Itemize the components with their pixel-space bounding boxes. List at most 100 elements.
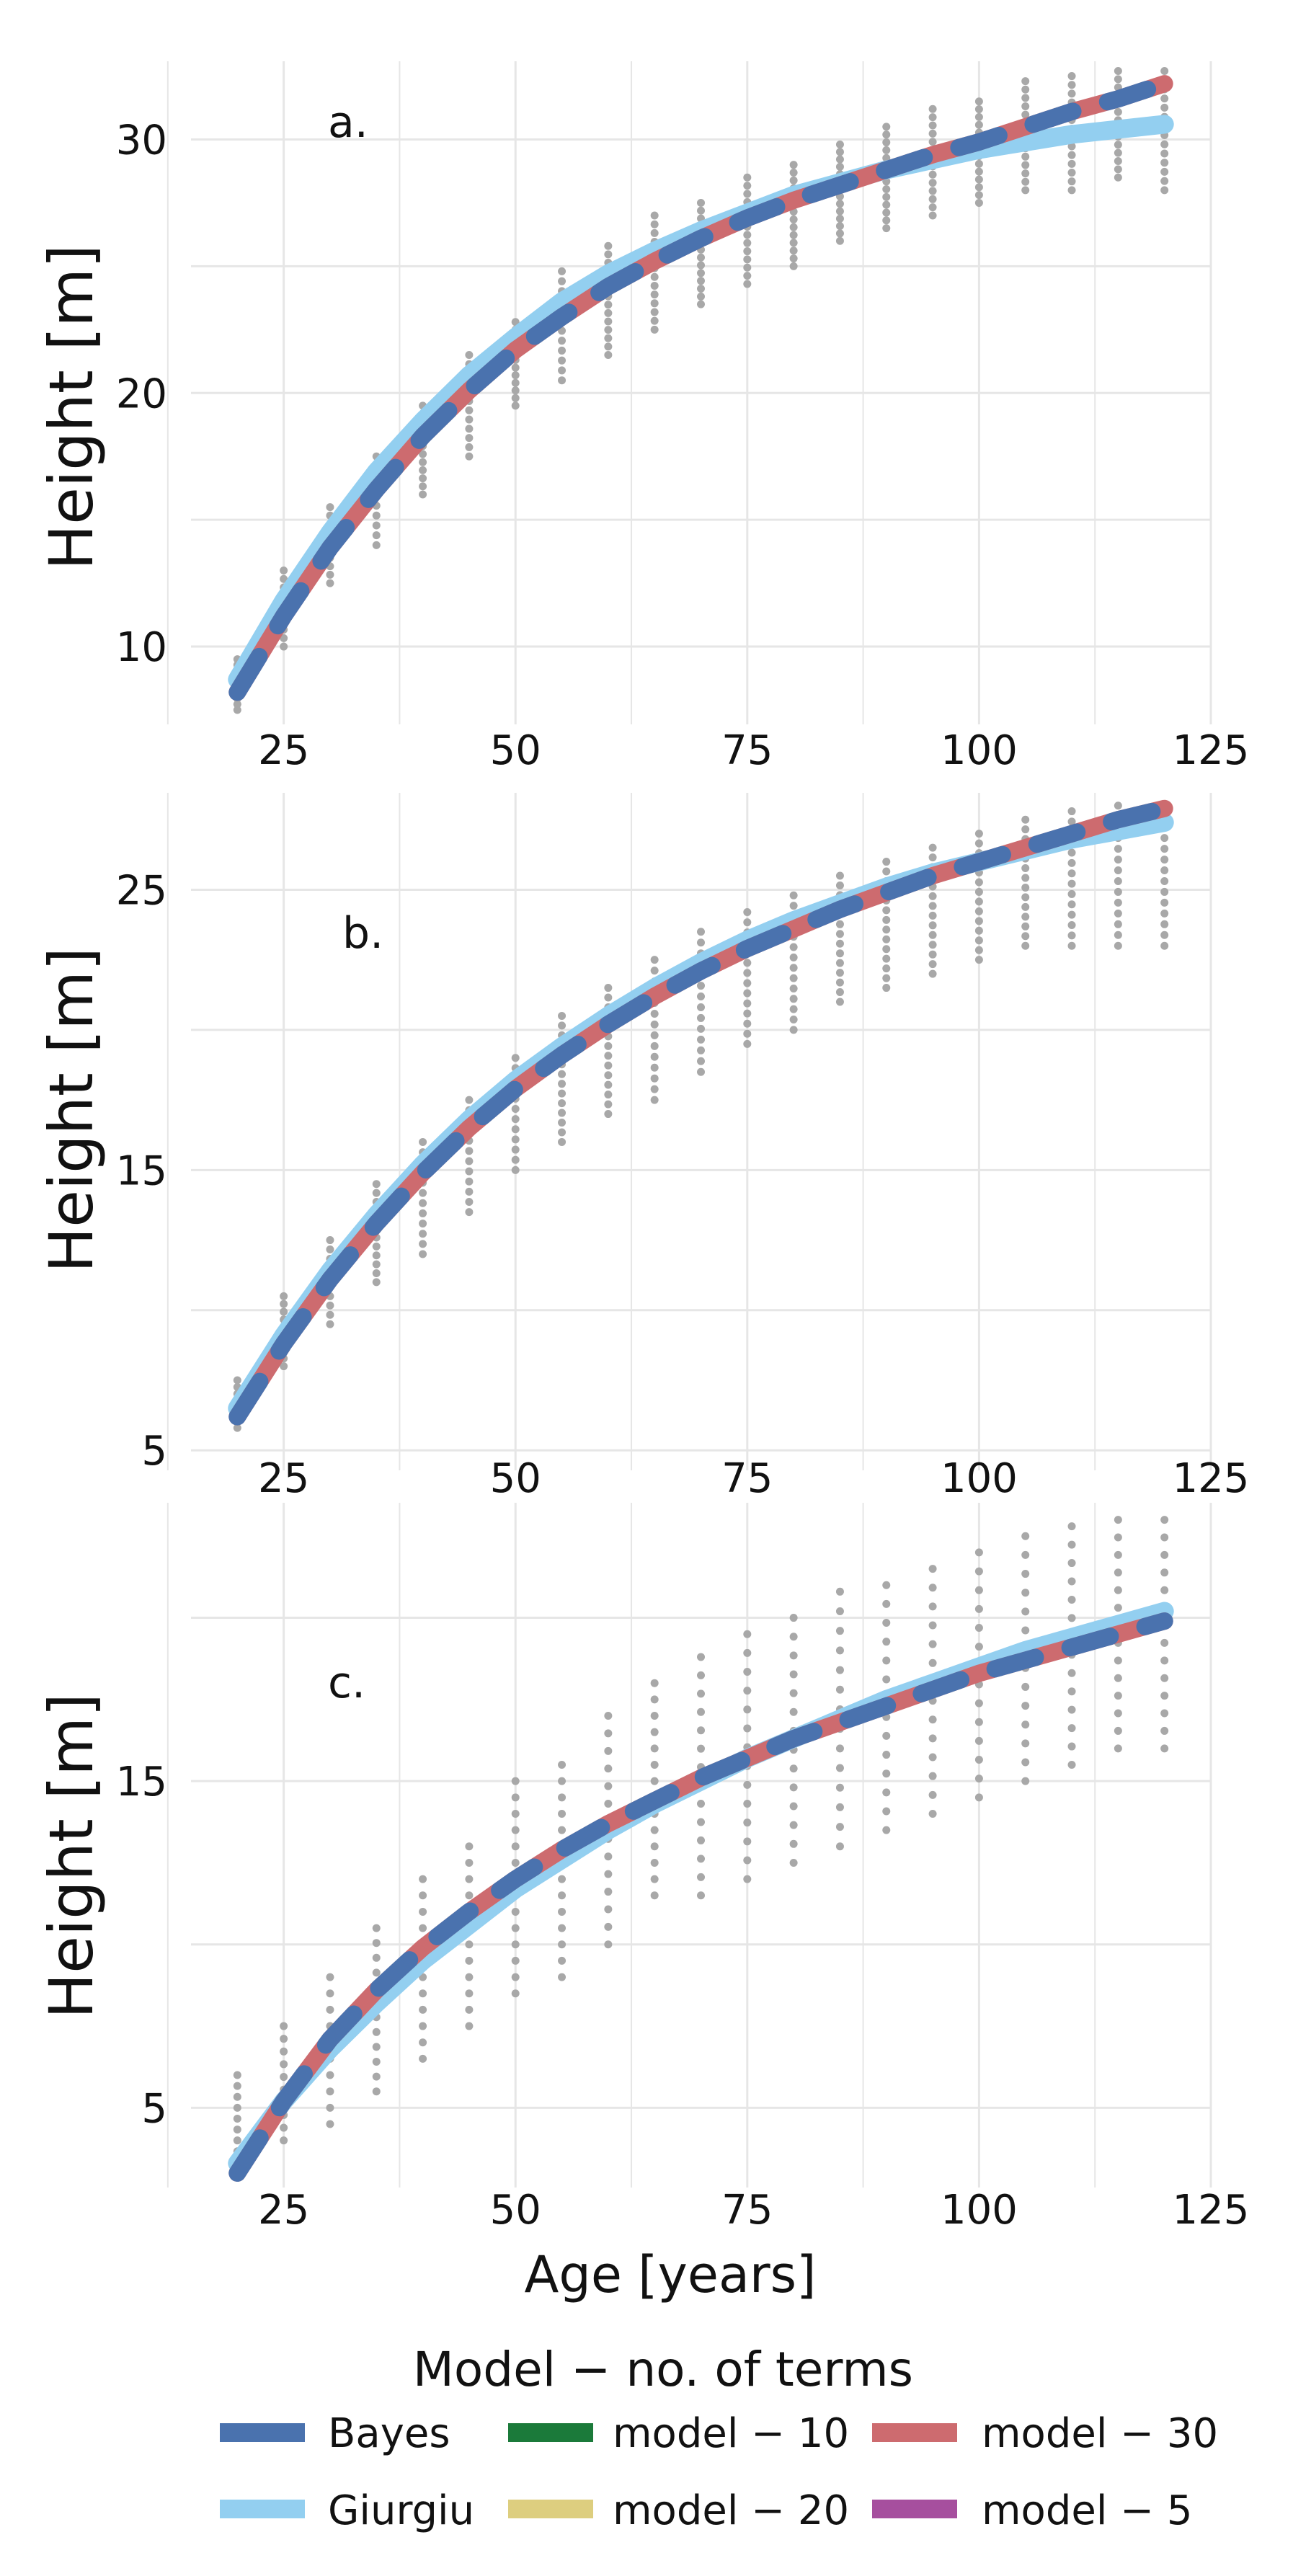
observation-point	[1114, 165, 1122, 174]
observation-point	[835, 229, 844, 238]
observation-point	[1160, 1744, 1169, 1753]
observation-point	[1021, 110, 1030, 119]
observation-point	[465, 1875, 474, 1883]
observation-point	[882, 974, 891, 982]
observation-point	[465, 1842, 474, 1851]
observation-point	[1067, 89, 1076, 98]
observation-point	[650, 1875, 659, 1883]
observation-point	[1067, 869, 1076, 878]
observation-point	[743, 959, 752, 967]
observation-point	[604, 351, 613, 360]
observation-point	[974, 1736, 983, 1745]
observation-point	[326, 2005, 334, 2014]
observation-point	[743, 280, 752, 288]
observation-point	[650, 316, 659, 325]
observation-point	[928, 1772, 937, 1780]
observation-point	[650, 1777, 659, 1785]
observation-point	[697, 277, 705, 285]
observation-point	[697, 1818, 705, 1826]
observation-point	[650, 1826, 659, 1834]
observation-point	[419, 1230, 427, 1238]
observation-point	[280, 642, 288, 651]
observation-point	[1114, 1586, 1122, 1594]
observation-point	[511, 394, 520, 402]
observation-point	[650, 211, 659, 220]
panel-a-curves	[228, 75, 1174, 701]
observation-point	[835, 148, 844, 156]
observation-point	[372, 2028, 381, 2036]
observation-point	[604, 326, 613, 334]
observation-point	[697, 1035, 705, 1044]
observation-point	[974, 926, 983, 935]
observation-point	[650, 1020, 659, 1029]
observation-point	[974, 1586, 983, 1594]
observation-point	[835, 881, 844, 889]
panel-b-x-tick-label: 100	[941, 1455, 1018, 1502]
observation-point	[1114, 1674, 1122, 1682]
observation-point	[372, 1939, 381, 1947]
observation-point	[558, 1099, 566, 1108]
observation-point	[465, 1891, 474, 1900]
observation-point	[789, 1016, 798, 1024]
observation-point	[465, 1989, 474, 1998]
panel-b: 5 15 25 25 50 75 100 125 b. Height [m]	[36, 793, 1249, 1502]
observation-point	[1067, 941, 1076, 950]
observation-point	[604, 984, 613, 992]
observation-point	[974, 936, 983, 945]
observation-point	[789, 161, 798, 169]
observation-point	[882, 867, 891, 876]
observation-point	[558, 1940, 566, 1949]
observation-point	[1021, 1758, 1030, 1767]
observation-point	[280, 1362, 288, 1371]
observation-point	[974, 198, 983, 207]
observation-point	[650, 1728, 659, 1736]
observation-point	[419, 466, 427, 474]
observation-point	[419, 1891, 427, 1900]
observation-point	[1067, 858, 1076, 867]
observation-point	[1160, 1726, 1169, 1735]
observation-point	[882, 1675, 891, 1684]
observation-point	[835, 1587, 844, 1596]
panel-b-y-tick-label: 15	[116, 1147, 167, 1194]
observation-point	[1067, 1724, 1076, 1733]
observation-point	[1067, 900, 1076, 909]
observation-point	[372, 521, 381, 530]
observation-point	[465, 1940, 474, 1949]
observation-point	[974, 120, 983, 129]
observation-point	[326, 1301, 334, 1310]
observation-point	[1160, 1533, 1169, 1542]
observation-point	[928, 921, 937, 930]
observation-point	[789, 1821, 798, 1829]
observation-point	[882, 1638, 891, 1646]
observation-point	[1067, 848, 1076, 857]
panel-c-y-axis-label: Height [m]	[36, 1693, 107, 2019]
observation-point	[511, 378, 520, 387]
observation-point	[697, 1744, 705, 1753]
observation-point	[1160, 876, 1169, 885]
observation-point	[1160, 1550, 1169, 1559]
observation-point	[974, 956, 983, 964]
observation-point	[697, 253, 705, 262]
observation-point	[465, 1858, 474, 1867]
observation-point	[974, 917, 983, 925]
observation-point	[974, 946, 983, 954]
observation-point	[511, 1054, 520, 1062]
observation-point	[743, 1009, 752, 1018]
observation-point	[1021, 186, 1030, 195]
observation-point	[928, 1640, 937, 1648]
observation-point	[558, 1119, 566, 1127]
observation-point	[326, 579, 334, 587]
observation-point	[372, 531, 381, 540]
observation-point	[928, 1602, 937, 1611]
observation-point	[604, 241, 613, 250]
observation-point	[882, 224, 891, 233]
observation-point	[974, 830, 983, 838]
observation-point	[928, 911, 937, 920]
observation-point	[1021, 932, 1030, 941]
observation-point	[928, 853, 937, 862]
observation-point	[789, 943, 798, 951]
observation-point	[419, 474, 427, 483]
observation-point	[604, 1061, 613, 1070]
observation-point	[233, 2071, 241, 2079]
observation-point	[882, 1807, 891, 1816]
